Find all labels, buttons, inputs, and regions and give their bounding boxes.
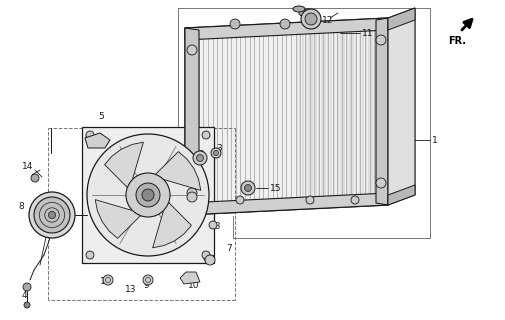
Circle shape (375, 178, 385, 188)
Circle shape (240, 181, 255, 195)
Circle shape (306, 196, 314, 204)
Text: 13: 13 (100, 277, 111, 286)
Text: 9: 9 (143, 282, 148, 291)
Text: 1: 1 (431, 135, 437, 145)
Circle shape (209, 221, 217, 229)
Polygon shape (185, 18, 387, 40)
Circle shape (23, 283, 31, 291)
Circle shape (103, 275, 113, 285)
Circle shape (196, 155, 203, 162)
Circle shape (305, 13, 316, 25)
Circle shape (142, 189, 154, 201)
Circle shape (201, 131, 210, 139)
Circle shape (136, 183, 160, 207)
Polygon shape (153, 203, 191, 248)
Circle shape (244, 185, 251, 191)
Circle shape (86, 131, 94, 139)
Circle shape (279, 19, 289, 29)
Text: 4: 4 (22, 292, 28, 300)
Text: 14: 14 (22, 162, 33, 171)
Circle shape (86, 251, 94, 259)
Circle shape (24, 302, 30, 308)
Circle shape (205, 255, 215, 265)
Circle shape (143, 275, 153, 285)
Circle shape (48, 212, 56, 219)
Circle shape (213, 150, 218, 156)
Circle shape (201, 251, 210, 259)
Polygon shape (375, 18, 387, 205)
Circle shape (350, 196, 358, 204)
Text: 15: 15 (270, 183, 281, 193)
Circle shape (211, 148, 221, 158)
Polygon shape (95, 200, 140, 238)
Ellipse shape (292, 6, 305, 12)
Text: 2: 2 (197, 149, 203, 158)
Polygon shape (387, 8, 414, 30)
Polygon shape (155, 152, 200, 190)
Circle shape (204, 254, 212, 262)
Polygon shape (105, 142, 143, 188)
Circle shape (31, 174, 39, 182)
Text: 13: 13 (125, 284, 136, 293)
Circle shape (187, 45, 196, 55)
Text: 5: 5 (98, 111, 104, 121)
Text: 6: 6 (84, 133, 89, 142)
Polygon shape (185, 28, 198, 215)
Polygon shape (185, 18, 387, 215)
Circle shape (300, 9, 320, 29)
Text: 7: 7 (226, 244, 231, 252)
Text: 3: 3 (216, 143, 221, 153)
Text: 13: 13 (210, 221, 221, 230)
Polygon shape (185, 193, 387, 215)
Text: 16: 16 (205, 255, 216, 265)
Polygon shape (387, 185, 414, 205)
Circle shape (230, 19, 239, 29)
Polygon shape (387, 8, 414, 205)
Text: 12: 12 (321, 15, 333, 25)
Circle shape (192, 151, 207, 165)
Text: FR.: FR. (447, 36, 465, 46)
Text: 8: 8 (18, 202, 24, 211)
Ellipse shape (298, 9, 315, 17)
Text: 11: 11 (361, 28, 373, 37)
Text: 10: 10 (188, 282, 199, 291)
Polygon shape (85, 133, 110, 148)
Circle shape (187, 188, 196, 198)
Circle shape (235, 196, 243, 204)
Circle shape (375, 35, 385, 45)
Circle shape (87, 134, 209, 256)
Circle shape (126, 173, 170, 217)
Bar (82, 127, 214, 263)
Circle shape (187, 192, 196, 202)
Circle shape (34, 197, 70, 233)
Polygon shape (180, 272, 199, 284)
Circle shape (29, 192, 75, 238)
